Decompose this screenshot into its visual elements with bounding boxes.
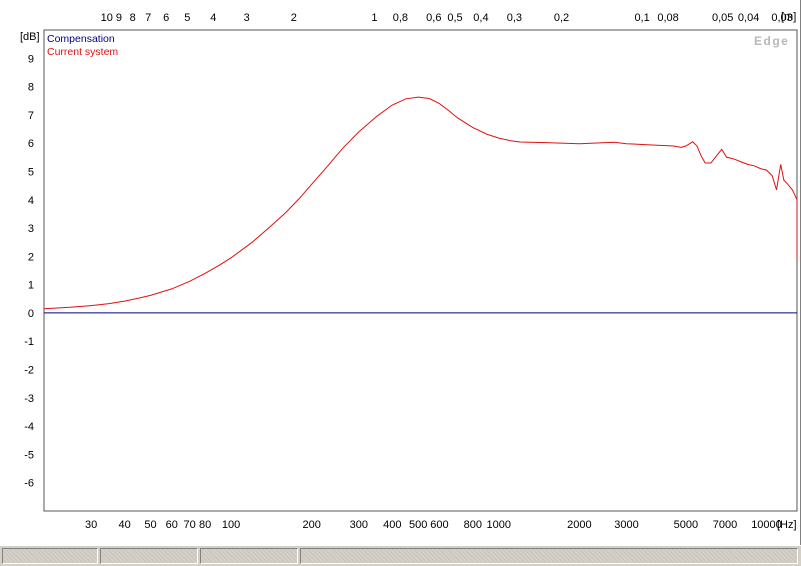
- y-tick-label: 9: [28, 53, 34, 65]
- x-tick-label: 300: [350, 519, 368, 531]
- series-line-current-system: [43, 96, 798, 310]
- x-axis-label: [Hz]: [777, 519, 797, 531]
- y-tick-label: -5: [24, 449, 34, 461]
- x-tick-label: 50: [144, 519, 156, 531]
- legend-entry: Compensation: [47, 33, 115, 45]
- x-tick-label: 5000: [674, 519, 698, 531]
- status-bar: [0, 545, 801, 566]
- plot-frame: [43, 29, 798, 512]
- y-tick-label: 7: [28, 110, 34, 122]
- y-tick-label: 5: [28, 166, 34, 178]
- top-tick-label: 0,3: [507, 12, 522, 24]
- x-tick-label: 40: [118, 519, 130, 531]
- x-tick-label: 400: [383, 519, 401, 531]
- top-tick-label: 3: [244, 12, 250, 24]
- top-tick-label: 6: [163, 12, 169, 24]
- x-tick-label: 200: [303, 519, 321, 531]
- top-tick-label: 0,1: [634, 12, 649, 24]
- plot-background: [44, 30, 797, 511]
- y-tick-label: 8: [28, 82, 34, 94]
- x-tick-label: 600: [430, 519, 448, 531]
- x-tick-label: 7000: [713, 519, 737, 531]
- x-tick-label: 3000: [614, 519, 638, 531]
- tick-labels: 30 40 50 60 70 80 100 200 300 400 500 600 800 1000 200…: [24, 12, 793, 531]
- top-tick-label: 0,5: [447, 12, 462, 24]
- x-tick-label: 2000: [567, 519, 591, 531]
- y-tick-label: 2: [28, 251, 34, 263]
- status-panel-1: [2, 548, 98, 564]
- edge-watermark: Edge: [754, 34, 789, 48]
- top-tick-label: 10: [101, 12, 113, 24]
- top-tick-label: 0,03: [771, 12, 792, 24]
- x-tick-label: 30: [85, 519, 97, 531]
- top-tick-label: 0,2: [554, 12, 569, 24]
- x-tick-label: 800: [464, 519, 482, 531]
- top-axis-label: [m]: [781, 11, 796, 23]
- x-tick-label: 60: [166, 519, 178, 531]
- legend-entry: Current system: [47, 46, 118, 58]
- top-tick-label: 5: [184, 12, 190, 24]
- top-tick-label: 0,04: [738, 12, 759, 24]
- x-tick-label: 80: [199, 519, 211, 531]
- x-tick-label: 1000: [487, 519, 511, 531]
- top-tick-label: 4: [210, 12, 216, 24]
- y-tick-label: -3: [24, 393, 34, 405]
- top-tick-label: 0,6: [426, 12, 441, 24]
- status-panel-4: [300, 548, 798, 564]
- x-tick-label: 500: [409, 519, 427, 531]
- y-axis-label: [dB]: [20, 31, 40, 43]
- y-tick-label: 1: [28, 280, 34, 292]
- series-layer: [43, 96, 798, 314]
- y-tick-label: -4: [24, 421, 34, 433]
- x-tick-label: 70: [184, 519, 196, 531]
- top-tick-label: 0,08: [657, 12, 678, 24]
- frequency-response-chart: 30 40 50 60 70 80 100 200 300 400 500 600 800 1000 200…: [20, 11, 798, 531]
- top-tick-label: 7: [145, 12, 151, 24]
- y-tick-label: -1: [24, 336, 34, 348]
- top-tick-label: 9: [116, 12, 122, 24]
- y-tick-label: 0: [28, 308, 34, 320]
- y-tick-label: 4: [28, 195, 34, 207]
- plot-border: [43, 29, 798, 512]
- x-tick-label: 10000: [751, 519, 782, 531]
- top-tick-label: 8: [130, 12, 136, 24]
- top-tick-label: 2: [291, 12, 297, 24]
- y-tick-label: 3: [28, 223, 34, 235]
- y-tick-label: -2: [24, 365, 34, 377]
- x-tick-label: 100: [222, 519, 240, 531]
- top-tick-label: 1: [371, 12, 377, 24]
- y-tick-label: 6: [28, 138, 34, 150]
- top-tick-label: 0,05: [712, 12, 733, 24]
- top-tick-label: 0,4: [473, 12, 488, 24]
- status-panel-3: [200, 548, 298, 564]
- top-tick-label: 0,8: [393, 12, 408, 24]
- y-tick-label: -6: [24, 478, 34, 490]
- status-panel-2: [100, 548, 198, 564]
